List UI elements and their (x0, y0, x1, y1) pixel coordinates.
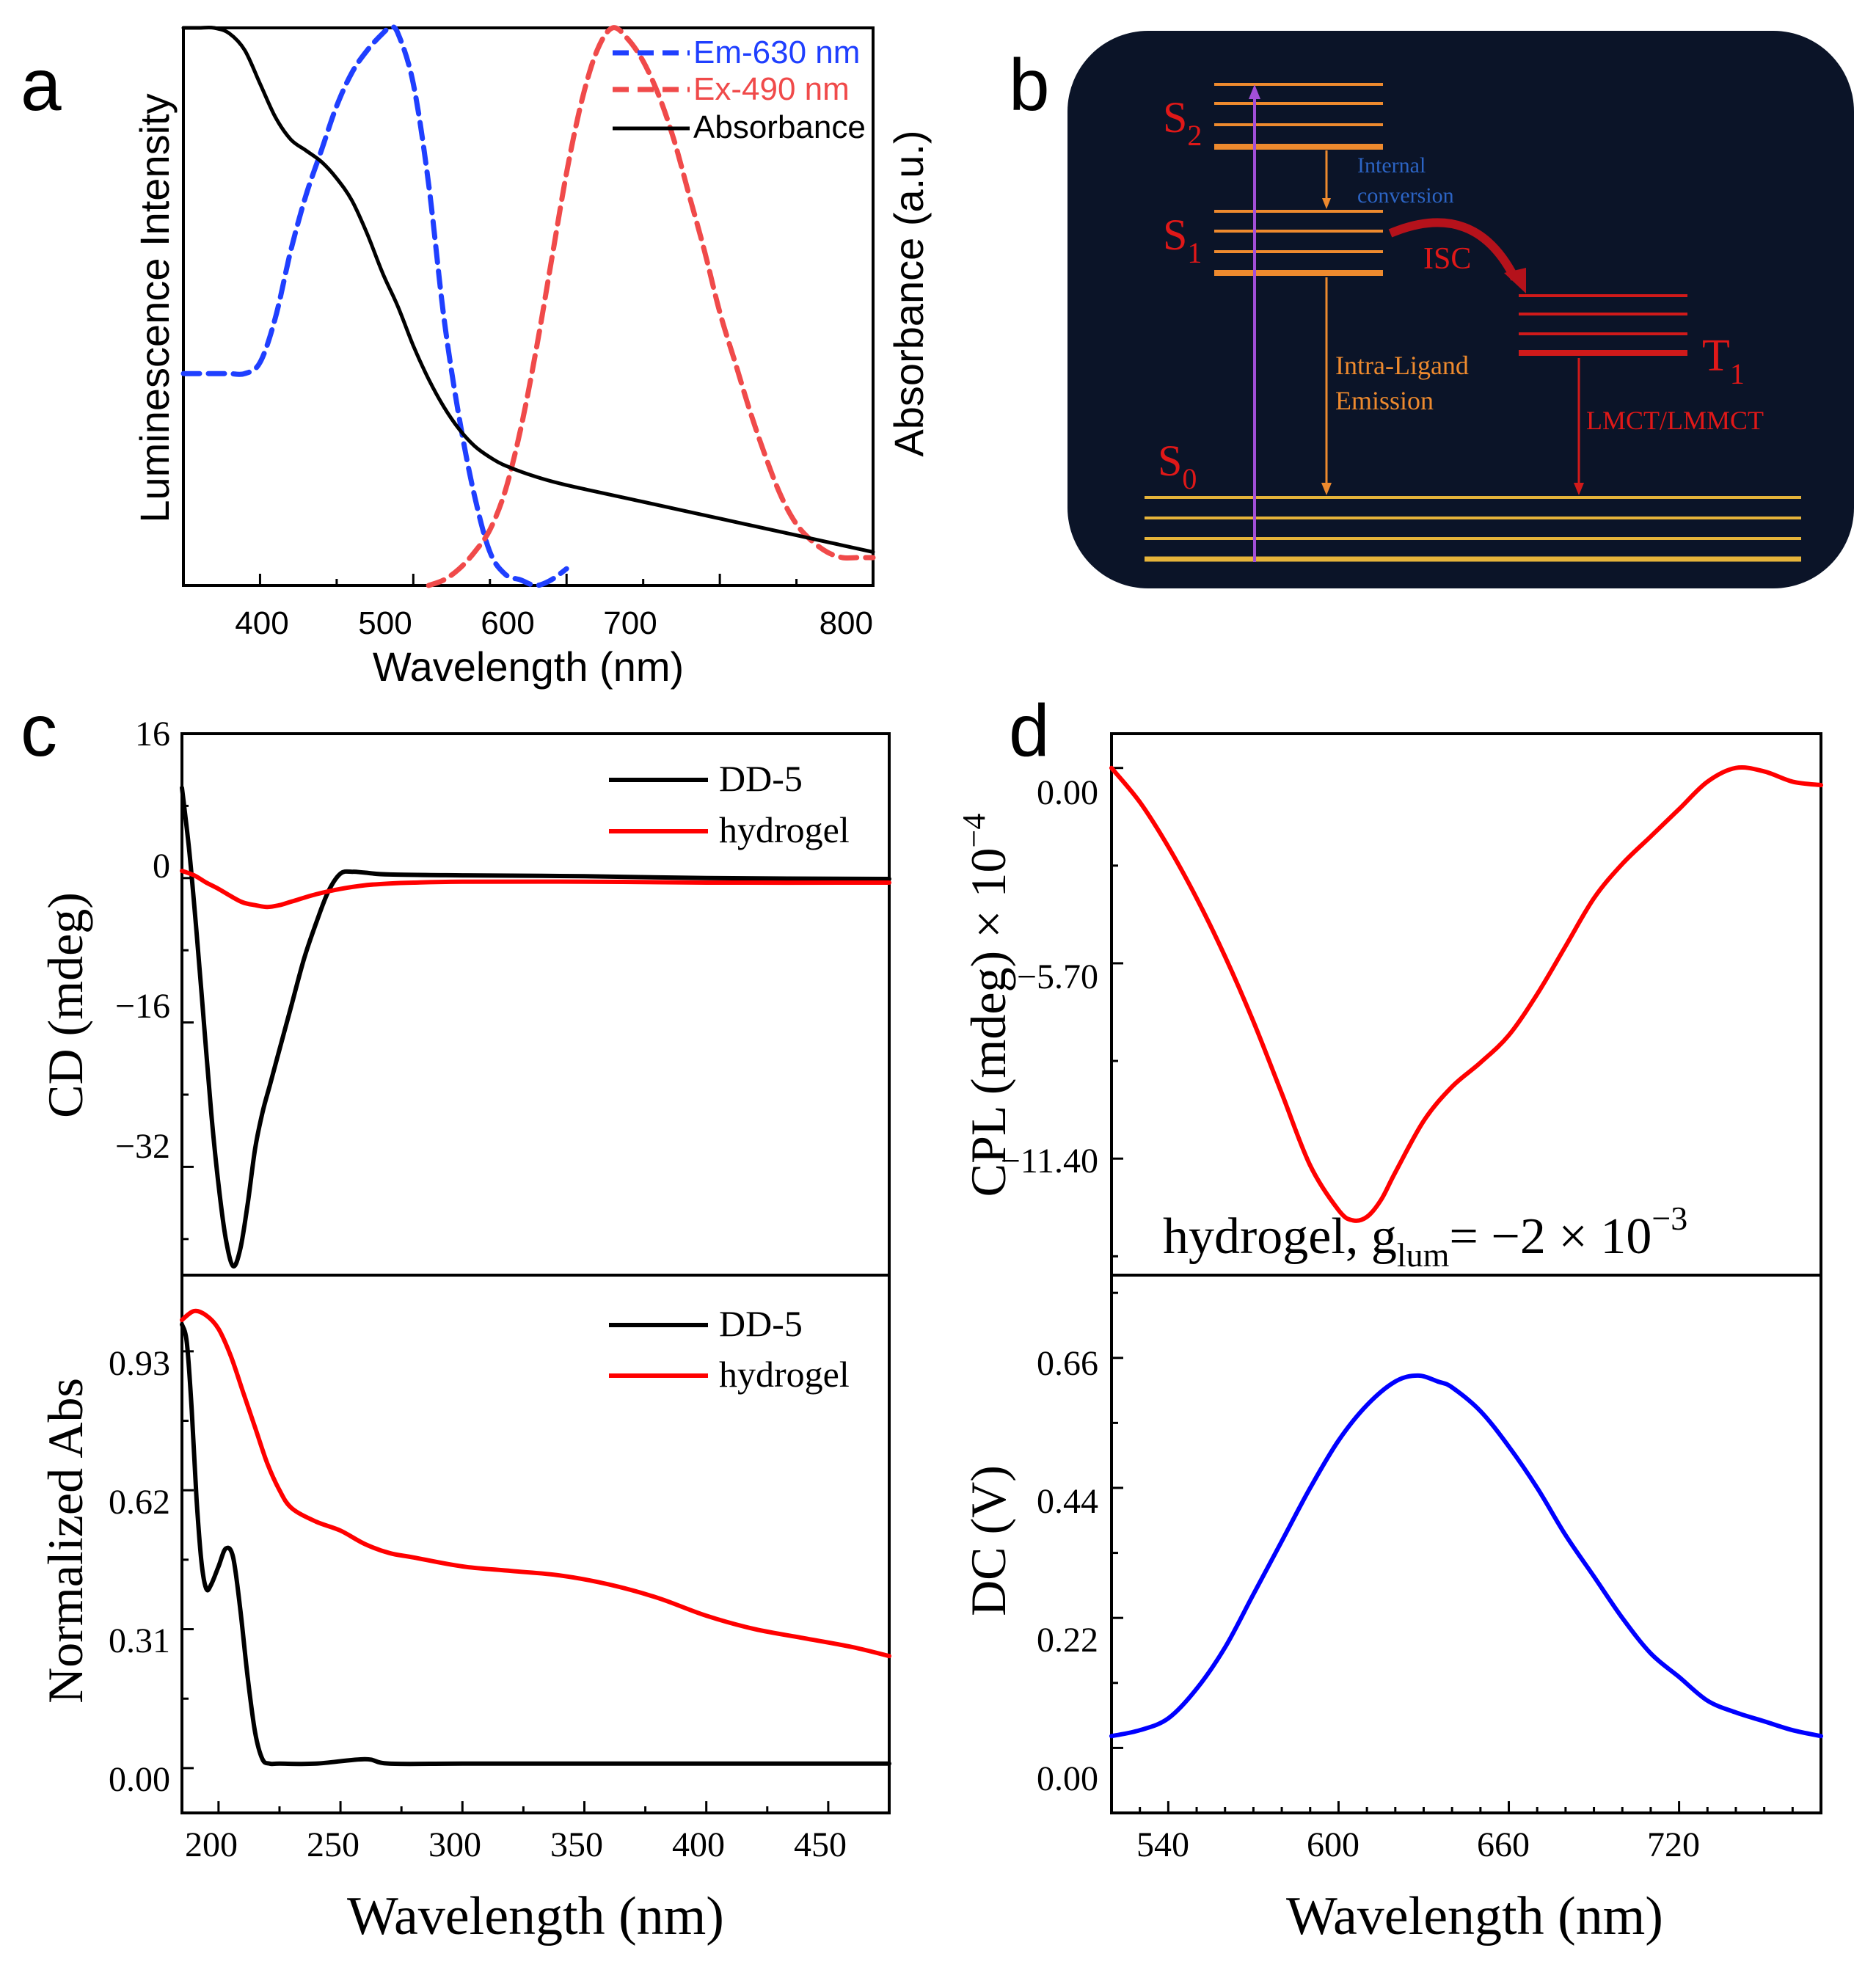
d-xtick-label: 540 (1136, 1825, 1189, 1864)
d-top-series-hydrogel (1109, 765, 1823, 1223)
c-top-series-dd-5 (180, 785, 891, 1269)
s1-label: S1 (1163, 211, 1202, 269)
isc-arrow (1388, 218, 1519, 281)
panel-b: b (1009, 31, 1854, 588)
c-bottom-ylabel: Normalized Abs (37, 1378, 93, 1704)
panel-c-area (182, 734, 889, 1967)
c-top-legend-label-dd5: DD-5 (719, 758, 803, 799)
internal-conversion-label-1: Internal (1357, 153, 1426, 178)
panel-c-ticks (182, 732, 891, 1813)
panel-d-top-frame (1110, 732, 1822, 1277)
panel-letter-b: b (1009, 44, 1050, 126)
c-top-ytick-label: 0 (153, 847, 170, 886)
a-xtick-label: 700 (603, 605, 657, 641)
c-xtick-label: 200 (185, 1825, 238, 1864)
excitation-arrowhead (1249, 84, 1260, 99)
intra-ligand-label-2: Emission (1335, 386, 1434, 415)
lmct-arrowhead (1574, 483, 1584, 495)
a-series-ex-490-nm (426, 25, 876, 588)
a-xtick-label: 400 (235, 605, 288, 641)
internal-conversion-arrowhead (1322, 198, 1331, 209)
panel-c-bottom-frame (180, 1274, 891, 1814)
c-bottom-legend-label-dd5: DD-5 (719, 1303, 803, 1344)
intra-ligand-label-1: Intra-Ligand (1335, 351, 1469, 380)
c-bottom-series-dd-5 (180, 1322, 891, 1767)
d-xtick-label: 720 (1647, 1825, 1700, 1864)
a-legend-label-abs: Absorbance (693, 109, 866, 145)
panel-d: d 0.00 −5.70 −11.40 0.66 0.44 0.22 0.00 … (956, 690, 1823, 1946)
s2-levels (1214, 83, 1383, 150)
c-top-ytick-label: 16 (135, 715, 170, 753)
t1-label: T1 (1702, 331, 1745, 390)
c-top-ytick-label: −32 (115, 1127, 170, 1166)
c-top-ytick-label: −16 (115, 987, 170, 1026)
panel-a-xticks (182, 574, 875, 585)
panel-a-lines (180, 24, 876, 588)
c-bottom-legend-label-hydrogel: hydrogel (719, 1354, 850, 1395)
d-bottom-ylabel: DC (V) (960, 1465, 1016, 1616)
d-bottom-series-hydrogel (1109, 1373, 1823, 1739)
c-bottom-series-hydrogel (180, 1308, 891, 1659)
a-series-absorbance (181, 25, 875, 554)
c-top-ylabel: CD (mdeg) (37, 892, 93, 1118)
jablonski-background (1067, 31, 1854, 588)
c-xlabel: Wavelength (nm) (347, 1886, 724, 1946)
s2-label: S2 (1163, 93, 1202, 152)
panel-letter-d: d (1009, 690, 1050, 772)
c-xtick-label: 400 (672, 1825, 725, 1864)
c-bottom-ytick-label: 0.93 (109, 1344, 170, 1383)
internal-conversion-label-2: conversion (1357, 183, 1454, 208)
d-top-ylabel: CPL (mdeg) × 10−4 (956, 814, 1016, 1197)
isc-arrowhead (1504, 268, 1526, 293)
d-top-ytick-label: 0.00 (1037, 773, 1098, 812)
c-top-series-hydrogel (180, 869, 891, 910)
a-ylabel-left: Luminescence Intensity (131, 93, 178, 522)
a-xtick-label: 600 (481, 605, 534, 641)
d-xtick-label: 660 (1477, 1825, 1530, 1864)
c-xtick-label: 450 (794, 1825, 847, 1864)
d-glum-annotation: hydrogel, glum= −2 × 10−3 (1163, 1200, 1687, 1274)
d-bottom-ytick-label: 0.44 (1037, 1482, 1098, 1521)
c-bottom-ytick-label: 0.00 (109, 1760, 170, 1799)
c-xtick-label: 300 (428, 1825, 481, 1864)
isc-label: ISC (1423, 242, 1471, 276)
d-top-ytick-label: −5.70 (1017, 957, 1098, 996)
a-xtick-label: 800 (820, 605, 873, 641)
panel-letter-a: a (21, 44, 62, 126)
t1-levels (1519, 294, 1687, 356)
c-bottom-ytick-label: 0.62 (109, 1483, 170, 1522)
panel-d-bottom-frame (1110, 1274, 1822, 1814)
d-xtick-label: 600 (1307, 1825, 1359, 1864)
c-bottom-ytick-label: 0.31 (109, 1621, 170, 1660)
a-xtick-label: 500 (358, 605, 412, 641)
s1-levels (1214, 210, 1383, 276)
a-ylabel-right: Absorbance (a.u.) (886, 130, 932, 456)
d-bottom-ytick-label: 0.00 (1037, 1759, 1098, 1798)
a-xlabel: Wavelength (nm) (373, 643, 684, 690)
panel-c-lines (180, 785, 891, 1767)
panel-d-lines (1109, 765, 1823, 1739)
s0-label: S0 (1158, 437, 1197, 495)
a-legend-label-ex: Ex-490 nm (693, 71, 850, 107)
d-bottom-ytick-label: 0.66 (1037, 1344, 1098, 1383)
c-xtick-label: 250 (307, 1825, 359, 1864)
panel-letter-c: c (21, 690, 57, 772)
a-series-em-630-nm (180, 24, 569, 588)
a-legend-label-em: Em-630 nm (693, 34, 860, 70)
panel-d-ticks (1112, 767, 1822, 1813)
c-top-legend-label-hydrogel: hydrogel (719, 809, 850, 850)
c-xtick-label: 350 (550, 1825, 603, 1864)
panel-c: c 16 0 −16 −32 0.93 0.62 0.31 0.00 200 2… (21, 690, 891, 1967)
d-xlabel: Wavelength (nm) (1286, 1886, 1663, 1946)
d-bottom-ytick-label: 0.22 (1037, 1621, 1098, 1660)
panel-a: a 400 500 600 700 800 Wavelength (nm) Lu… (21, 24, 932, 690)
d-top-ytick-label: −11.40 (1001, 1142, 1098, 1180)
lmct-label: LMCT/LMMCT (1586, 406, 1764, 435)
intra-ligand-arrowhead (1321, 483, 1332, 495)
